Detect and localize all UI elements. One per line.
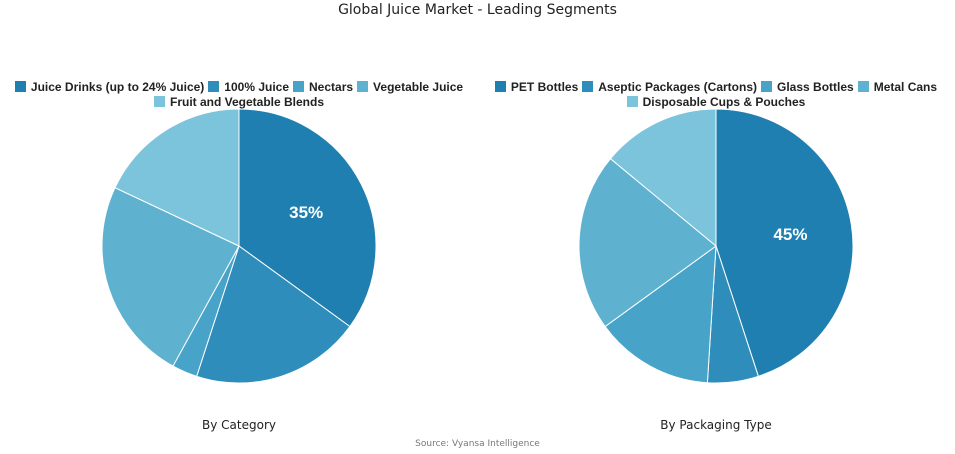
legend-item[interactable]: Aseptic Packages (Cartons) — [582, 80, 757, 95]
legend-label: Metal Cans — [873, 80, 938, 94]
pie-slice[interactable] — [196, 245, 351, 384]
legend-label: 100% Juice — [224, 80, 290, 94]
legend-swatch — [582, 81, 594, 92]
legend-swatch — [494, 81, 506, 92]
legend-swatch — [626, 96, 638, 107]
legend-item[interactable]: 100% Juice — [208, 80, 289, 95]
pie-slice[interactable] — [609, 108, 717, 248]
legend-label: Fruit and Vegetable Blends — [169, 95, 325, 109]
legend-label: Aseptic Packages (Cartons) — [598, 80, 757, 94]
legend-item[interactable]: Metal Cans — [857, 80, 938, 95]
legend-item[interactable]: Fruit and Vegetable Blends — [153, 95, 325, 110]
source-note: Source: Vyansa Intelligence — [415, 439, 540, 449]
legend-item[interactable]: Disposable Cups & Pouches — [626, 95, 806, 110]
legend-item[interactable]: Nectars — [293, 80, 353, 95]
data-label: 45% — [773, 225, 807, 244]
subtitle-by-category: By Category — [202, 418, 276, 432]
legend-swatch — [293, 81, 305, 92]
pie-slice[interactable] — [114, 108, 240, 247]
legend-item[interactable]: Juice Drinks (up to 24% Juice) — [14, 80, 205, 95]
legend-label: Glass Bottles — [777, 80, 854, 94]
pie-slice[interactable] — [604, 244, 717, 384]
pie-slice[interactable] — [101, 187, 240, 367]
legend-by-category: Juice Drinks (up to 24% Juice) 100% Juice… — [10, 80, 468, 110]
pie-slice[interactable] — [238, 108, 377, 328]
legend-swatch — [857, 81, 869, 92]
subtitle-by-packaging: By Packaging Type — [660, 418, 772, 432]
legend-label: Juice Drinks (up to 24% Juice) — [30, 80, 205, 94]
pie-slice[interactable] — [578, 157, 717, 328]
legend-by-packaging: PET Bottles Aseptic Packages (Cartons) Gla… — [490, 80, 942, 110]
legend-swatch — [761, 81, 772, 92]
legend-item[interactable]: Vegetable Juice — [357, 80, 463, 95]
legend-swatch — [208, 81, 220, 92]
pie-slice[interactable] — [715, 108, 854, 377]
chart-title: Global Juice Market - Leading Segments — [338, 2, 617, 18]
legend-label: Nectars — [309, 80, 354, 94]
legend-swatch — [153, 96, 165, 107]
legend-label: PET Bottles — [510, 80, 579, 94]
legend-swatch — [357, 81, 369, 92]
legend-item[interactable]: PET Bottles — [494, 80, 579, 95]
legend-item[interactable]: Glass Bottles — [761, 80, 854, 95]
legend-swatch — [14, 81, 26, 92]
legend-label: Vegetable Juice — [373, 80, 464, 94]
legend-label: Disposable Cups & Pouches — [642, 95, 806, 109]
data-label: 35% — [289, 203, 323, 222]
